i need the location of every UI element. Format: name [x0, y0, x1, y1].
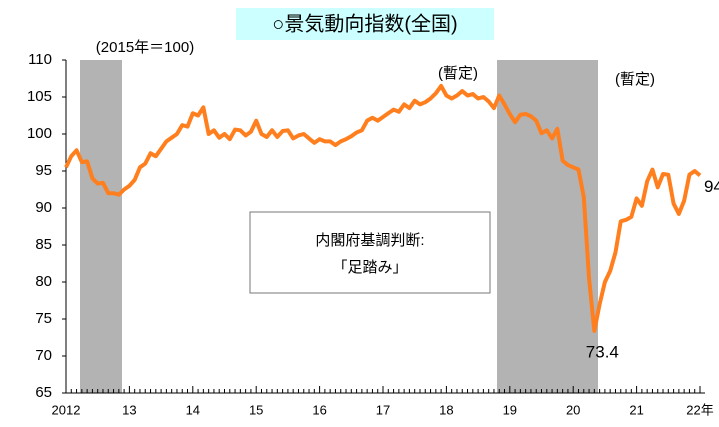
note-box	[249, 211, 491, 294]
data-line	[64, 83, 702, 333]
y-tick-label: 65	[35, 384, 52, 401]
x-tick-label: 21	[629, 402, 643, 417]
annotation: (暫定)	[615, 71, 655, 88]
x-tick-label: 14	[186, 402, 200, 417]
x-tick-label: 20	[566, 402, 580, 417]
note-text: 内閣府基調判断:	[315, 232, 424, 249]
y-tick-label: 95	[35, 162, 52, 179]
y-tick-label: 90	[35, 199, 52, 216]
y-tick-label: 100	[27, 125, 52, 142]
shaded-period	[497, 60, 598, 393]
x-tick-label: 16	[312, 402, 326, 417]
y-tick-label: 105	[27, 88, 52, 105]
annotation: (暫定)	[438, 65, 478, 82]
note-text: 「足踏み」	[332, 259, 407, 276]
title-background	[236, 8, 494, 40]
y-tick-label: 110	[28, 51, 52, 68]
value-label: 73.4	[586, 342, 619, 361]
x-tick-label: 2012	[52, 402, 81, 417]
y-tick-label: 80	[35, 273, 52, 290]
chart-title: ○景気動向指数(全国)	[272, 12, 457, 35]
y-tick-label: 75	[35, 310, 52, 327]
x-tick-label: 18	[439, 402, 453, 417]
x-tick-label: 15	[249, 402, 263, 417]
y-tick-label: 85	[35, 236, 52, 253]
shaded-period	[80, 60, 122, 393]
x-tick-label: 17	[376, 402, 390, 417]
unit-note: (2015年＝100)	[96, 39, 194, 56]
x-tick-label: 13	[122, 402, 136, 417]
x-tick-label: 19	[503, 402, 517, 417]
y-tick-label: 70	[35, 347, 52, 364]
value-label: 94	[704, 177, 719, 196]
x-tick-label: 22年	[686, 402, 713, 417]
